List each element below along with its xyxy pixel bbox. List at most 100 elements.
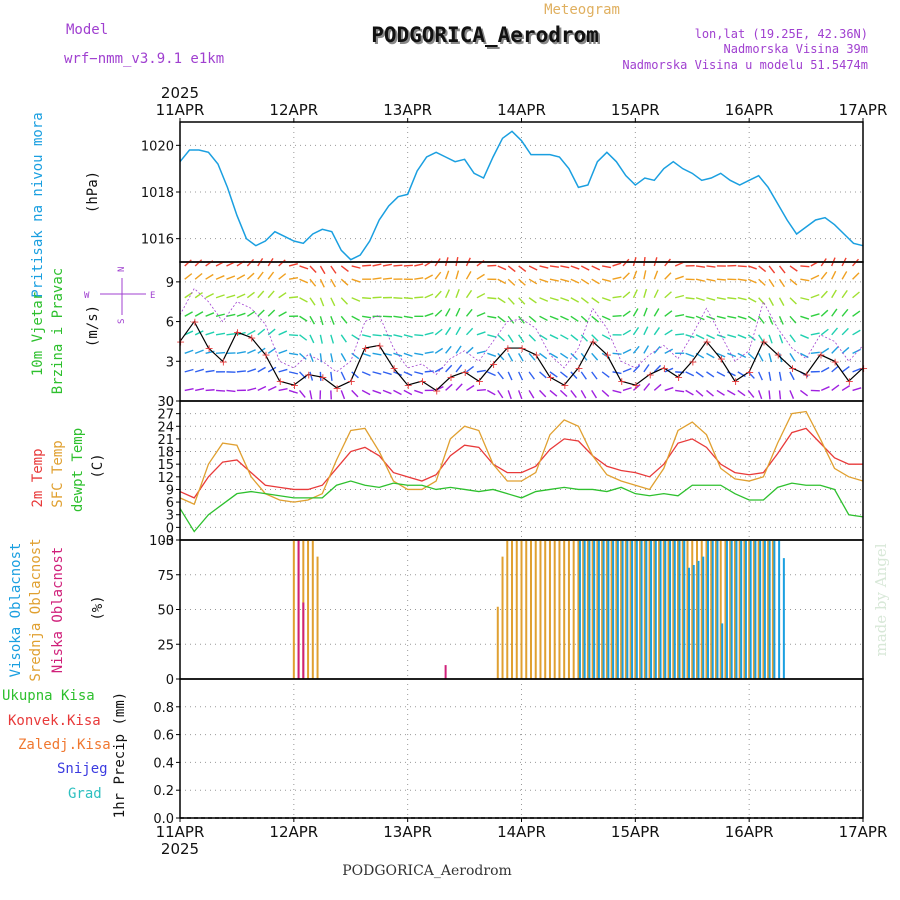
wind-arrow: [278, 292, 287, 299]
wind-arrow: [800, 278, 810, 282]
wind-arrow: [747, 297, 757, 303]
wind-arrow: [444, 308, 451, 317]
wind-arrow: [309, 371, 314, 381]
wind-arrow: [340, 297, 349, 305]
wind-arrow: [570, 389, 577, 398]
wind-arrow: [236, 370, 246, 373]
wind-arrow: [737, 334, 747, 339]
gust-marker: +: [304, 369, 313, 382]
wind-arrow: [768, 315, 774, 325]
wind-arrow: [549, 371, 558, 378]
wind-arrow: [507, 353, 514, 362]
wind-arrow: [643, 383, 651, 391]
y-tick-label: 9: [166, 483, 174, 498]
wind-arrow: [424, 370, 434, 373]
wind-arrow: [747, 389, 755, 398]
pressure-unit: (hPa): [85, 171, 101, 213]
wind-arrow: [299, 334, 308, 341]
gust-marker: +: [560, 379, 569, 392]
wind-arrow: [632, 345, 640, 354]
gust-marker: +: [347, 375, 356, 388]
wind-arrow: [267, 385, 277, 392]
wind-arrow: [737, 352, 747, 358]
wind-arrow: [288, 389, 298, 394]
wind-arrow: [497, 297, 506, 304]
wind-arrow: [653, 364, 662, 373]
temp-dew-label: dewpt Temp: [70, 428, 86, 512]
gust-marker: +: [717, 353, 726, 366]
wind-arrow: [622, 348, 632, 354]
wind-arrow: [747, 278, 757, 284]
pressure-line: [179, 130, 864, 261]
wind-arrow: [330, 371, 333, 381]
wind-arrow: [831, 270, 837, 280]
wind-arrow: [184, 311, 193, 317]
wind-arrow: [768, 278, 775, 288]
wind-arrow: [664, 291, 672, 299]
model-elevation-label: Nadmorska Visina u modelu 51.5474m: [622, 58, 868, 72]
wind-arrow: [768, 390, 771, 400]
wind-arrow: [800, 315, 810, 320]
wind-arrow: [487, 264, 497, 267]
wind-arrow: [528, 390, 535, 399]
wind-arrow: [674, 275, 684, 280]
gust-marker: +: [802, 369, 811, 382]
y-tick-label: 0.6: [153, 729, 174, 744]
wind-arrow: [778, 334, 784, 344]
wind-arrow: [466, 346, 474, 354]
wind-arrow: [403, 264, 413, 267]
gust-marker: +: [617, 375, 626, 388]
wind-arrow: [695, 297, 705, 302]
wind-arrow: [570, 334, 579, 341]
wind-arrow: [246, 272, 255, 280]
wind-arrow: [205, 369, 215, 373]
wind-arrow: [205, 293, 214, 299]
wind-arrow: [664, 367, 674, 373]
wind-arrow: [549, 334, 559, 340]
x-tick-label-bottom: 17APR: [839, 823, 888, 841]
wind-arrow: [215, 332, 226, 336]
wind-arrow: [591, 265, 601, 271]
wind-arrow: [445, 364, 453, 373]
wind-arrow: [414, 334, 424, 337]
wind-arrow: [758, 297, 766, 305]
pressure-panel: 1016 1018 1020: [141, 121, 864, 263]
wind-arrow: [278, 273, 287, 280]
wind-arrow: [278, 368, 288, 373]
x-tick-label-bottom: 13APR: [383, 823, 432, 841]
wind-arrow: [810, 332, 820, 336]
precip-legend-ukupna: Ukupna Kisa: [2, 688, 95, 704]
wind-arrow: [632, 308, 639, 317]
wind-arrow: [444, 289, 450, 299]
wind-arrow: [518, 334, 525, 343]
wind-arrow: [852, 387, 862, 392]
wind-arrow: [685, 389, 694, 396]
wind-arrow: [539, 278, 549, 283]
wind-arrow: [559, 389, 568, 398]
wind-arrow: [340, 265, 349, 272]
wind-arrow: [747, 334, 756, 341]
wind-arrow: [340, 334, 347, 343]
wind-arrow: [487, 352, 497, 357]
wind-arrow: [362, 297, 372, 300]
wind-arrow: [601, 389, 610, 397]
wind-arrow: [393, 352, 403, 357]
x-tick-label-top: 13APR: [383, 101, 432, 119]
wind-arrow: [372, 334, 382, 337]
wind-arrow: [737, 297, 747, 301]
gust-marker: +: [674, 371, 683, 384]
wind-arrow: [789, 390, 795, 399]
wind-arrow: [403, 297, 413, 300]
precip-unit-text: (mm): [112, 692, 128, 726]
x-tick-label-top: 16APR: [725, 101, 774, 119]
wind-arrow: [549, 297, 559, 302]
x-tick-label-top: 15APR: [611, 101, 660, 119]
y-tick-label: 0: [166, 673, 174, 688]
wind-arrow: [695, 278, 705, 282]
wind-arrow: [570, 265, 580, 270]
wind-arrow: [820, 309, 829, 317]
gust-marker: +: [518, 342, 527, 355]
wind-arrow: [727, 297, 737, 300]
gust-marker: +: [389, 362, 398, 375]
